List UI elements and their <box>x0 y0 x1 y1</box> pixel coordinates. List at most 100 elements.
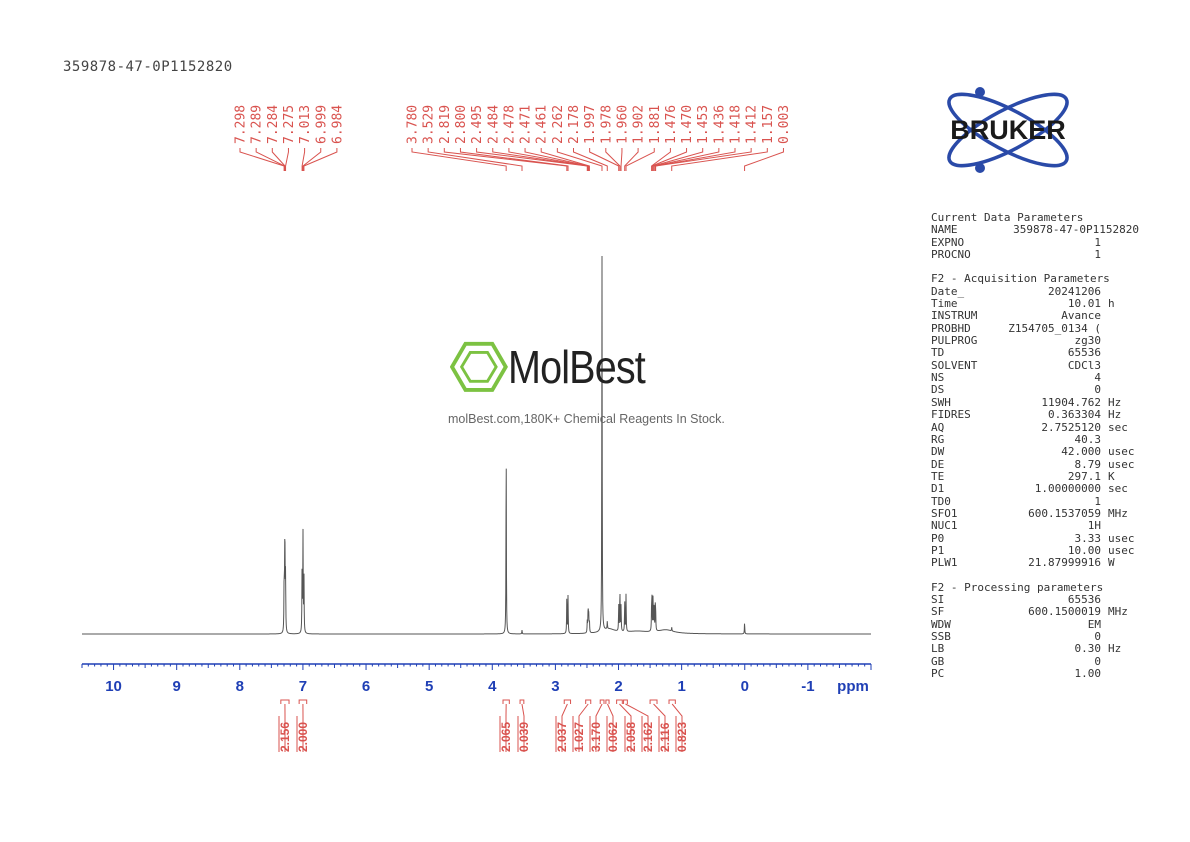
integral-label: 0.062 <box>606 722 620 752</box>
parameter-panel: Current Data Parameters NAME 359878-47-0P… <box>931 211 1141 681</box>
peak-connector <box>651 148 688 171</box>
param-unit: MHz <box>1108 506 1128 520</box>
param-row: WDW EM <box>931 617 1141 631</box>
param-value: 10.01 <box>1067 297 1101 311</box>
param-row: PC 1.00 <box>931 667 1141 681</box>
param-value: 10.00 <box>1067 543 1101 557</box>
peak-label: 1.418 <box>729 105 744 144</box>
param-key: DW <box>931 445 945 459</box>
param-row: D1 1.00000000 sec <box>931 482 1141 496</box>
processing-params-title: F2 - Processing parameters <box>931 580 1104 594</box>
peak-connector <box>427 148 523 171</box>
param-row: PULPROG zg30 <box>931 334 1141 348</box>
integral-bracket <box>599 699 605 704</box>
peak-label: 1.453 <box>696 105 711 144</box>
param-value: 3.33 <box>1074 531 1102 545</box>
bruker-logo-text: BRUKER <box>950 115 1066 145</box>
param-value: 42.000 <box>1061 445 1101 459</box>
peak-connector <box>301 148 306 171</box>
peak-label: 1.997 <box>583 105 598 144</box>
current-params-title: Current Data Parameters <box>931 211 1084 224</box>
peak-label: 2.178 <box>567 105 582 144</box>
peak-connector <box>476 148 588 171</box>
param-key: Date_ <box>931 284 965 298</box>
param-value: 1.00 <box>1074 667 1102 681</box>
param-row: DE 8.79 usec <box>931 457 1141 471</box>
x-tick-label: 0 <box>741 678 749 695</box>
param-row: P0 3.33 usec <box>931 531 1141 545</box>
param-unit: Hz <box>1108 642 1122 656</box>
integral-connector <box>521 703 525 752</box>
param-key: AQ <box>931 420 945 434</box>
integral-label: 2.065 <box>499 722 513 752</box>
param-row: INSTRUM Avance <box>931 310 1141 323</box>
watermark-tagline: molBest.com,180K+ Chemical Reagents In S… <box>448 412 725 426</box>
peak-connector <box>671 148 768 171</box>
param-key: DE <box>931 457 945 471</box>
param-key: SSB <box>931 630 951 643</box>
param-value: Z154705_0134 ( <box>1008 321 1101 335</box>
x-tick-label: 6 <box>362 678 370 695</box>
peak-connector <box>285 148 289 171</box>
param-key: FIDRES <box>931 408 971 422</box>
nmr-spectrum-chart: 7.298 7.289 7.284 7.275 7.013 6.999 6.984 3.780… <box>81 105 872 752</box>
param-key: LB <box>931 642 945 656</box>
watermark-brand: MolBest <box>508 341 646 393</box>
peak-label: 1.157 <box>761 105 776 144</box>
param-row: TE 297.1 K <box>931 469 1141 483</box>
x-tick-label: 8 <box>236 678 244 695</box>
param-key: PC <box>931 667 945 681</box>
integral-connector <box>607 703 614 752</box>
peak-label: 2.262 <box>551 105 566 144</box>
param-unit: K <box>1108 469 1115 483</box>
peak-label: 1.978 <box>599 105 614 144</box>
benzene-icon <box>450 341 508 392</box>
integral-connector <box>625 703 649 752</box>
integral-label: 2.037 <box>555 722 569 752</box>
integral-connector <box>671 703 683 752</box>
param-row: Date_ 20241206 <box>931 284 1141 298</box>
integral-label: 1.027 <box>572 722 586 752</box>
integral-connector <box>653 703 666 752</box>
peak-label: 2.461 <box>535 105 550 144</box>
param-key: RG <box>931 432 945 446</box>
param-key: PULPROG <box>931 334 978 348</box>
x-axis: 10 9 8 7 6 5 4 3 2 1 0 -1 ppm <box>81 663 872 695</box>
param-value: 600.1537059 <box>1028 506 1101 520</box>
param-value: 2.7525120 <box>1041 420 1101 434</box>
param-value: 11904.762 <box>1041 395 1101 409</box>
param-key: EXPNO <box>931 235 965 249</box>
peak-connector <box>540 148 590 171</box>
peak-connector <box>443 148 568 171</box>
param-value: 4 <box>1094 371 1101 385</box>
param-value: 40.3 <box>1074 432 1102 446</box>
acquisition-params-list: Date_ 20241206 Time 10.01 h INSTRUM Avance PROB… <box>931 284 1141 570</box>
param-key: WDW <box>931 617 951 631</box>
peak-connector <box>605 148 621 171</box>
param-row: SWH 11904.762 Hz <box>931 395 1141 409</box>
peak-connector <box>652 148 704 171</box>
param-row: PROCNO 1 <box>931 248 1141 261</box>
param-value: 1.00000000 <box>1034 482 1101 496</box>
param-row: SF 600.1500019 MHz <box>931 605 1141 618</box>
param-value: 297.1 <box>1067 469 1101 483</box>
param-row: EXPNO 1 <box>931 235 1141 249</box>
param-key: NUC1 <box>931 519 958 533</box>
peak-label-group: 7.298 7.289 7.284 7.275 7.013 6.999 6.984 3.780… <box>234 105 792 171</box>
integral-label: 0.823 <box>675 722 689 752</box>
integral-bracket <box>616 699 623 704</box>
param-value: 0 <box>1094 383 1101 397</box>
x-tick-label: 2 <box>614 678 622 695</box>
peak-label: 1.470 <box>680 105 695 144</box>
peak-label: 1.476 <box>664 105 679 144</box>
param-row: P1 10.00 usec <box>931 543 1141 557</box>
param-value: 1H <box>1087 519 1101 533</box>
peak-connector <box>589 148 620 171</box>
peak-label: 2.495 <box>470 105 485 144</box>
peak-label: 2.484 <box>486 105 501 144</box>
param-key: SOLVENT <box>931 358 978 372</box>
peak-connector <box>239 148 285 171</box>
param-value: 8.79 <box>1074 457 1102 471</box>
integral-label: 2.162 <box>641 722 655 752</box>
param-value: 0.363304 <box>1048 408 1101 422</box>
